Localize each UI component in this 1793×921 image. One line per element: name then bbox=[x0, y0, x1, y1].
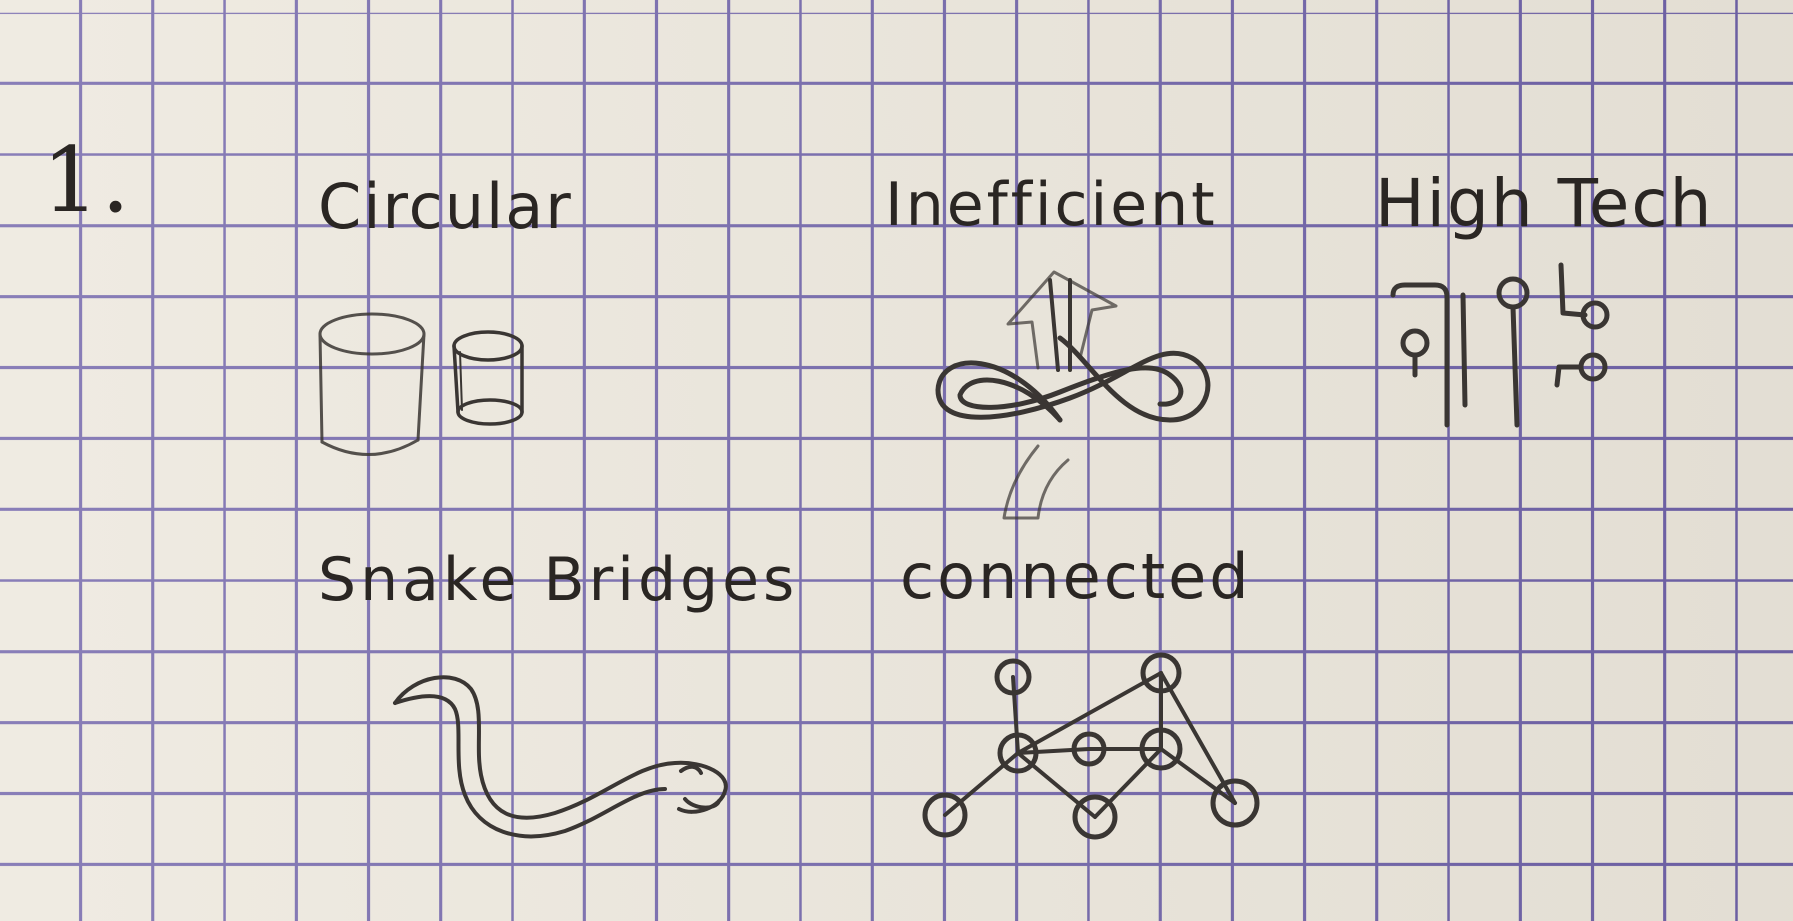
label-circular: Circular bbox=[318, 170, 573, 243]
label-high-tech: High Tech bbox=[1375, 165, 1714, 242]
circuit-traces-sketch-icon bbox=[1390, 262, 1610, 428]
node-network-sketch-icon bbox=[922, 652, 1260, 840]
cylinders-sketch-icon bbox=[318, 312, 524, 456]
label-snake-bridges: Snake Bridges bbox=[318, 545, 799, 615]
snake-sketch-icon bbox=[393, 675, 728, 839]
item-number: 1. bbox=[42, 128, 132, 233]
knot-arrow-sketch-icon bbox=[935, 270, 1211, 520]
label-inefficient: Inefficient bbox=[885, 170, 1218, 240]
label-connected: connected bbox=[900, 540, 1252, 613]
